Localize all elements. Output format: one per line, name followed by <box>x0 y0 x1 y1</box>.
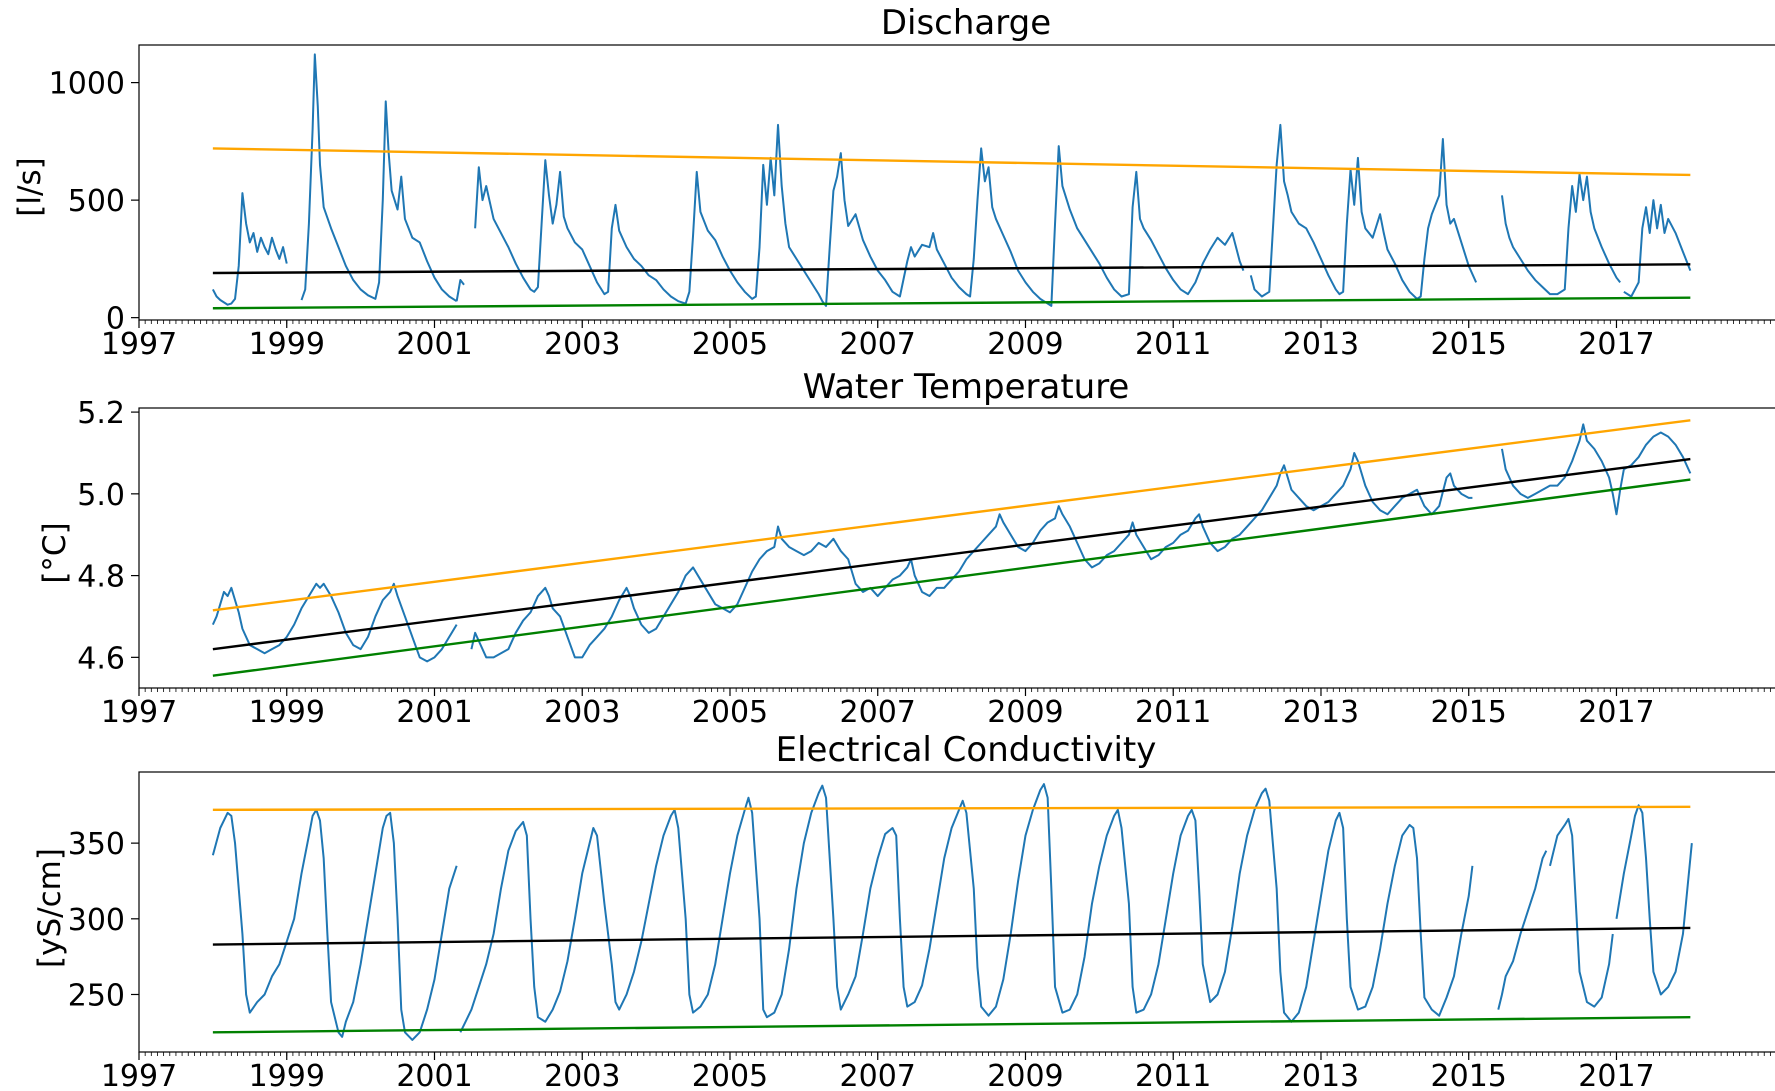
chart-panel-water-temperature: Water Temperature [°C] 1997 1999 2001 2003 2… <box>37 367 1775 730</box>
x-tick-label: 2013 <box>1283 695 1359 730</box>
series-line-observed <box>1497 850 1548 1010</box>
chart-panel-electrical-conductivity: Electrical Conductivity [yS/cm] 1997 1999… <box>32 730 1775 1091</box>
y-tick-label: 1000 <box>49 67 125 102</box>
y-axis-label: [°C] <box>37 522 73 583</box>
trend-line <box>212 926 1691 946</box>
chart-plot-area: 1997 1999 2001 2003 2005 2007 2009 2011 2013 2015… <box>49 53 1771 362</box>
x-tick-label: 2005 <box>692 1059 768 1091</box>
y-tick-label: 5.0 <box>77 478 125 513</box>
y-tick-label: 0 <box>106 302 125 337</box>
x-tick-label: 2015 <box>1431 1059 1507 1091</box>
trend-line <box>212 1015 1691 1034</box>
series-line-observed <box>1549 817 1614 1008</box>
x-tick-label: 2009 <box>987 327 1063 362</box>
y-axis-label: [l/s] <box>12 157 48 216</box>
x-tick-label: 2005 <box>692 695 768 730</box>
x-tick-label: 1997 <box>101 1059 177 1091</box>
x-tick-label: 2005 <box>692 327 768 362</box>
plot-frame <box>138 407 1775 689</box>
chart-title: Water Temperature <box>803 367 1130 407</box>
x-tick-label: 2001 <box>396 327 472 362</box>
y-tick-label: 4.6 <box>77 641 125 676</box>
chart-plot-area: 1997 1999 2001 2003 2005 2007 2009 2011 2013 2015… <box>77 396 1771 730</box>
y-axis-label: [yS/cm] <box>32 848 68 968</box>
series-line-observed <box>1623 199 1692 298</box>
x-tick-label: 2017 <box>1578 695 1654 730</box>
trend-line <box>212 805 1691 812</box>
trend-line <box>212 457 1691 651</box>
x-tick-label: 2017 <box>1578 327 1654 362</box>
x-tick-label: 1997 <box>101 695 177 730</box>
series-line-observed <box>1249 123 1478 300</box>
chart-panel-discharge: Discharge [l/s] 1997 1999 2001 2003 2005 2007… <box>12 3 1775 362</box>
x-tick-label: 2009 <box>987 695 1063 730</box>
trend-line <box>212 478 1691 677</box>
trend-line <box>212 419 1691 612</box>
series-line-observed <box>455 279 465 302</box>
series-line-observed <box>1500 173 1621 296</box>
x-tick-label: 2013 <box>1283 1059 1359 1091</box>
plot-frame <box>138 771 1775 1053</box>
x-tick-label: 2003 <box>544 695 620 730</box>
series-line-observed <box>300 53 458 303</box>
series-line-observed <box>1615 804 1693 996</box>
x-tick-label: 2015 <box>1431 327 1507 362</box>
x-tick-label: 2001 <box>396 695 472 730</box>
chart-title: Discharge <box>881 3 1051 43</box>
series-line-observed <box>470 451 1473 659</box>
y-tick-label: 300 <box>68 903 125 938</box>
series-group <box>211 783 1693 1041</box>
series-line-observed <box>459 783 1474 1033</box>
x-tick-label: 2013 <box>1283 327 1359 362</box>
series-group <box>211 419 1692 677</box>
series-line-observed <box>211 808 458 1041</box>
x-tick-label: 2011 <box>1135 1059 1211 1091</box>
trend-line <box>212 147 1691 177</box>
x-tick-label: 1999 <box>249 327 325 362</box>
x-tick-label: 2015 <box>1431 695 1507 730</box>
chart-plot-area: 1997 1999 2001 2003 2005 2007 2009 2011 2013 2015… <box>68 783 1771 1091</box>
x-tick-label: 2009 <box>987 1059 1063 1091</box>
x-tick-label: 2003 <box>544 1059 620 1091</box>
x-tick-label: 2007 <box>840 695 916 730</box>
x-tick-label: 2007 <box>840 1059 916 1091</box>
x-tick-label: 2007 <box>840 327 916 362</box>
x-tick-label: 2001 <box>396 1059 472 1091</box>
x-tick-label: 1997 <box>101 327 177 362</box>
x-tick-label: 2011 <box>1135 327 1211 362</box>
chart-title: Electrical Conductivity <box>776 730 1157 770</box>
y-tick-label: 5.2 <box>77 396 125 431</box>
x-tick-label: 2011 <box>1135 695 1211 730</box>
y-tick-label: 350 <box>68 827 125 862</box>
series-line-observed <box>474 123 1245 307</box>
x-tick-label: 2017 <box>1578 1059 1654 1091</box>
y-tick-label: 500 <box>68 184 125 219</box>
x-tick-label: 1999 <box>249 1059 325 1091</box>
plot-frame <box>138 44 1775 321</box>
trend-line <box>212 263 1691 275</box>
y-tick-label: 4.8 <box>77 560 125 595</box>
series-group <box>211 53 1692 310</box>
x-tick-label: 1999 <box>249 695 325 730</box>
y-tick-label: 250 <box>68 978 125 1013</box>
x-tick-label: 2003 <box>544 327 620 362</box>
series-line-observed <box>211 192 288 306</box>
trend-line <box>212 296 1691 310</box>
series-line-observed <box>1500 423 1692 516</box>
